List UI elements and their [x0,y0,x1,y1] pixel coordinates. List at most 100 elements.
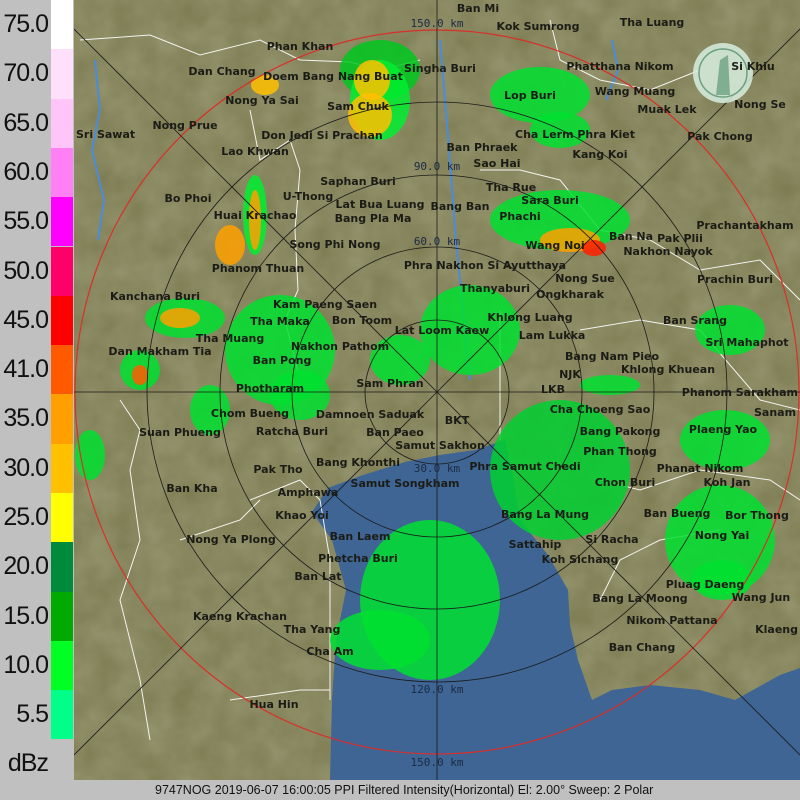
legend-label: 35.0 [3,404,49,433]
range-rings [74,0,800,780]
echo-cell [330,610,430,670]
legend-swatch [51,0,73,50]
range-label: 150.0 km [411,756,464,769]
place-label: Phetcha Buri [318,552,398,565]
range-label: 90.0 km [414,160,461,173]
place-label: Lop Buri [504,89,556,102]
place-label: Don Jedi Si Prachan [261,129,382,142]
place-label: Doem Bang Nang Buat [263,70,403,83]
echo-cell [530,112,590,148]
legend-bin: 70.0 [0,49,74,99]
place-label: Thanyaburi [460,282,530,295]
legend-label: 5.5 [16,700,49,729]
legend-bin: 45.0 [0,295,74,346]
place-labels: Dan Chang Phan Khan Doem Bang Nang Buat Non… [76,2,798,711]
echo-cell [420,285,520,375]
echo-cell [692,560,752,600]
legend-bin: 10.0 [0,640,74,691]
echo-cell [249,190,261,250]
place-label: Phatthana Nikom [566,60,673,73]
echo-cell [665,485,775,595]
place-label: Khlong Luang [487,311,572,324]
legend-bin: 60.0 [0,147,74,198]
legend-label: 55.0 [3,207,49,236]
legend-label: 10.0 [3,650,49,679]
reflectivity-legend: 75.0 70.0 65.0 60.0 55.0 50.0 45.0 41.0 35.0 30.0… [0,0,74,745]
legend-label: 75.0 [3,10,49,38]
legend-label: 45.0 [3,305,49,334]
legend-swatch [51,591,73,641]
place-label: Samut Sakhon [395,439,485,452]
place-label: Tha Muang [196,332,265,345]
place-label: Singha Buri [404,62,476,75]
legend-swatch [51,690,73,740]
place-label: Bang Pakong [580,425,661,438]
legend-label: 20.0 [3,552,49,581]
place-label: Phanom Sarakham [682,386,798,399]
place-label: Ban Kha [166,482,217,495]
place-label: Tha Yang [284,623,341,636]
range-labels: 150.0 km 90.0 km 60.0 km 30.0 km 120.0 km 150… [411,17,464,769]
place-label: Ratcha Buri [256,425,328,438]
place-label: BKT [445,414,470,427]
azimuth-line [436,391,800,756]
echo-cell [695,305,765,355]
place-label: Sara Buri [521,194,578,207]
place-label: Sam Chuk [327,100,389,113]
legend-bin: 15.0 [0,591,74,641]
place-label: Cha Lerm Phra Kiet [515,128,635,141]
legend-swatch [51,246,73,296]
place-label: Pak Chong [687,130,753,143]
place-label: Ban Srang [663,314,727,327]
place-label: Lat Loom Kaew [395,324,490,337]
legend-swatch [51,394,73,444]
echo-cell [251,75,279,95]
azimuth-line [74,28,438,393]
place-label: Tha Luang [620,16,685,29]
place-label: Kok Sumrong [497,20,580,33]
place-label: Prachantakham [696,219,793,232]
legend-label: 30.0 [3,453,49,482]
legend-swatch [51,443,73,493]
legend-label: 70.0 [3,59,49,88]
place-label: Nakhon Nayok [623,245,713,258]
legend-bin: 41.0 [0,345,74,395]
place-label: Suan Phueng [139,426,221,439]
echo-cell [215,225,245,265]
place-label: Ban Paeo [366,426,424,439]
place-label: Phanat Nikom [657,462,744,475]
place-label: Pak Tho [253,463,303,476]
place-label: Sri Sawat [76,128,135,141]
echo-cell [348,93,392,137]
range-label: 60.0 km [414,235,461,248]
place-label: Dan Makham Tia [108,345,211,358]
echo-cell [490,67,590,123]
place-label: Si Racha [585,533,638,546]
place-label: Kang Koi [572,148,627,161]
echo-cell [370,335,430,385]
range-label: 30.0 km [414,462,461,475]
place-label: Ban Pong [253,354,312,367]
place-label: Ban Chang [609,641,676,654]
place-label: Nong Prue [152,119,217,132]
precipitation-echoes [75,40,775,680]
place-label: Bang Nam Pieo [565,350,660,363]
place-label: Dan Chang [188,65,255,78]
radar-map[interactable]: 150.0 km 90.0 km 60.0 km 30.0 km 120.0 km 150… [74,0,800,780]
legend-swatch [51,197,73,247]
legend-bin: 20.0 [0,542,74,592]
legend-bin: 75.0 [0,0,74,50]
place-label: Nong Yai [695,529,749,542]
legend-label: 60.0 [3,157,49,186]
place-label: Ban Lat [294,570,341,583]
range-label: 120.0 km [411,683,464,696]
place-label: Bang La Mung [501,508,589,521]
place-label: NJK [559,368,581,381]
legend-swatch [51,295,73,346]
place-label: Lao Khwan [221,145,289,158]
echo-cell [354,60,390,100]
legend-bin: 30.0 [0,443,74,493]
legend-bin: 55.0 [0,197,74,247]
place-label: Phra Nakhon Si Ayutthaya [404,259,566,272]
